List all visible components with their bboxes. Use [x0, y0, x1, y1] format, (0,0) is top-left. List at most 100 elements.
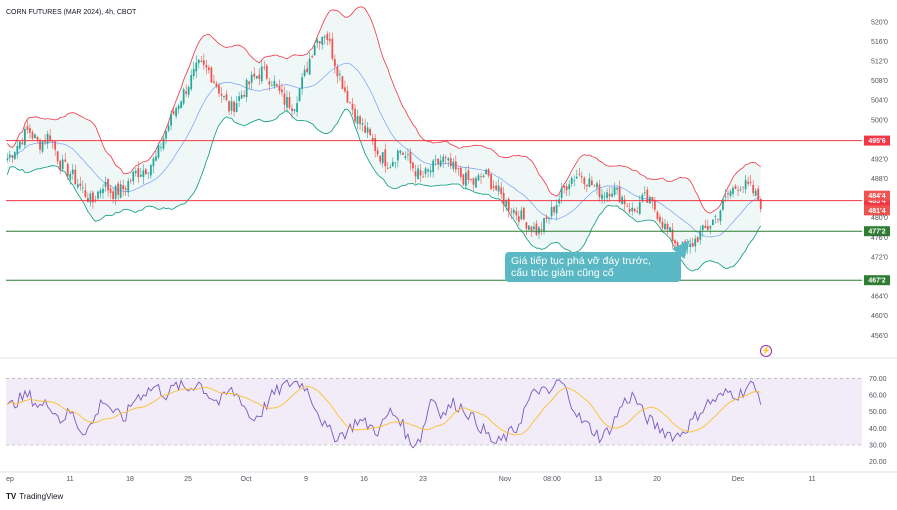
- rsi-tick-label: 30.00: [869, 443, 887, 450]
- candle-body: [434, 159, 437, 161]
- candle-body: [374, 138, 377, 151]
- candle-body: [276, 83, 278, 86]
- candle-body: [69, 173, 72, 180]
- candle-body: [711, 219, 714, 226]
- candle-body: [482, 175, 485, 178]
- candle-body: [470, 178, 472, 180]
- candle-body: [575, 176, 578, 179]
- candle-body: [260, 66, 263, 82]
- candle-body: [137, 168, 140, 178]
- candle-body: [306, 68, 309, 73]
- candle-body: [616, 187, 618, 190]
- candle-body: [157, 144, 160, 158]
- time-tick-label: Oct: [241, 476, 252, 483]
- candle-body: [273, 80, 276, 87]
- candle-body: [59, 160, 62, 171]
- candle-body: [739, 189, 742, 191]
- candle-body: [177, 105, 180, 110]
- candle-body: [752, 184, 755, 194]
- candle-body: [238, 96, 240, 101]
- candle-body: [701, 225, 704, 231]
- candle-body: [301, 77, 303, 89]
- price-tag: [864, 190, 890, 201]
- candle-body: [36, 137, 39, 140]
- candle-body: [548, 218, 550, 220]
- tradingview-logo[interactable]: TV TradingView: [6, 492, 63, 501]
- candle-body: [240, 94, 243, 99]
- candle-body: [71, 169, 74, 174]
- candle-body: [467, 170, 470, 180]
- candle-body: [396, 150, 399, 161]
- level-tag-label: 467'2: [868, 278, 885, 285]
- candle-body: [742, 186, 744, 188]
- price-pane: 495'6 483'4 477'2 467'2 484'4 481'4 520'0 516'0…: [0, 6, 897, 473]
- candle-body: [417, 168, 419, 180]
- candle-body: [744, 180, 747, 190]
- candle-body: [528, 225, 530, 230]
- candle-body: [530, 226, 533, 232]
- candle-body: [540, 229, 543, 231]
- time-tick-label: 16: [360, 476, 368, 483]
- candle-body: [119, 184, 122, 198]
- candle-body: [414, 171, 417, 177]
- candle-body: [245, 79, 248, 98]
- rsi-tick-label: 50.00: [869, 409, 887, 416]
- price-tag: [864, 205, 890, 216]
- candle-body: [160, 147, 162, 149]
- candle-body: [611, 193, 613, 197]
- candle-body: [321, 36, 324, 45]
- candle-body: [283, 93, 286, 105]
- annotation-callout[interactable]: Giá tiếp tục phá vỡ đáy trước, cấu trúc …: [505, 252, 681, 282]
- candle-body: [517, 216, 520, 222]
- candle-body: [671, 229, 674, 241]
- candle-body: [215, 83, 218, 87]
- candle-body: [749, 181, 752, 183]
- candle-body: [328, 38, 331, 41]
- candle-body: [346, 90, 349, 103]
- candle-body: [719, 210, 722, 222]
- candle-body: [613, 187, 616, 195]
- candle-body: [291, 108, 293, 112]
- candle-body: [545, 216, 548, 219]
- candle-body: [588, 178, 591, 187]
- candle-body: [505, 200, 508, 207]
- candle-body: [475, 178, 477, 188]
- candle-body: [399, 150, 402, 153]
- candle-body: [555, 205, 558, 214]
- candle-body: [376, 150, 379, 155]
- candle-body: [11, 155, 14, 158]
- level-tag-label: 483'4: [868, 198, 885, 205]
- candle-body: [747, 181, 750, 184]
- candle-body: [339, 74, 341, 75]
- candle-body: [558, 199, 561, 204]
- candle-body: [696, 237, 699, 243]
- candle-body: [165, 130, 167, 139]
- candle-body: [525, 222, 528, 229]
- candle-body: [18, 141, 21, 149]
- price-tick-label: 504'0: [871, 98, 888, 105]
- candle-body: [109, 188, 112, 193]
- level-tag-label: 477'2: [868, 229, 885, 236]
- candle-body: [515, 211, 518, 216]
- candle-body: [452, 161, 455, 169]
- candle-body: [187, 86, 190, 95]
- candle-body: [439, 160, 442, 167]
- candle-body: [656, 211, 659, 220]
- candle-body: [341, 76, 344, 90]
- bollinger-basis: [7, 62, 761, 238]
- candle-body: [41, 141, 44, 152]
- candle-body: [442, 156, 445, 162]
- candle-body: [333, 59, 336, 67]
- candle-body: [495, 185, 498, 190]
- candle-body: [381, 152, 384, 164]
- time-tick-label: 11: [66, 476, 73, 483]
- candle-body: [76, 184, 79, 188]
- time-tick-label: Nov: [499, 476, 512, 483]
- candle-body: [427, 169, 429, 172]
- candle-body: [117, 183, 120, 195]
- time-tick-label: 9: [304, 476, 308, 483]
- lightning-icon[interactable]: ⚡: [760, 345, 772, 357]
- candle-body: [24, 128, 26, 146]
- candle-body: [134, 170, 137, 173]
